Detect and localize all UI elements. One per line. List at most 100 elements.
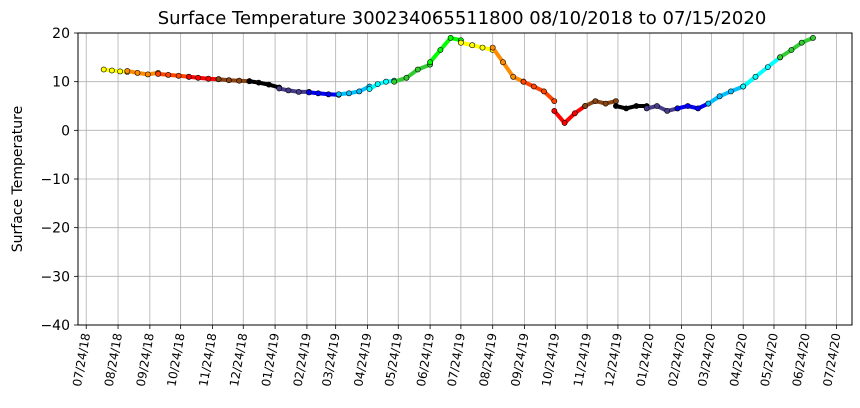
data-point [447,35,454,41]
data-point [788,47,795,53]
data-point [165,72,172,78]
data-series [551,103,588,126]
x-tick-label: 04/24/19 [351,332,374,388]
axis-layer: −40 −30 −20 −10 0 10 20 07/24/18 08/24/18 09/24/1… [40,26,853,388]
data-point [315,90,322,97]
data-point [255,79,262,86]
x-tick-label: 01/24/19 [259,332,282,388]
data-point [134,70,141,76]
series-line [101,67,130,74]
data-point [155,71,161,77]
data-point [571,110,578,117]
data-point [664,108,671,114]
data-series [489,44,527,85]
x-tick-label: 11/24/19 [571,332,594,388]
series-line [675,101,711,111]
data-point [798,39,805,46]
series-line [367,78,397,91]
series-line [458,40,495,52]
data-point [510,73,517,80]
data-point [469,42,476,49]
data-point [276,85,283,92]
data-series [335,83,373,98]
data-point [117,68,123,75]
data-point [100,66,107,73]
data-point [695,105,701,112]
series-line [583,99,618,108]
data-point [592,98,599,104]
data-point [414,66,421,73]
series-line [706,84,746,106]
data-point [356,88,363,95]
data-point [551,108,558,114]
data-point [437,47,444,53]
data-point [530,83,537,90]
series-line [741,55,783,89]
x-tick-label: 04/24/20 [727,332,750,388]
x-tick-label: 05/24/19 [382,332,405,388]
data-point [195,74,201,81]
data-series [427,35,464,66]
data-point [391,78,398,85]
series-line [392,62,433,84]
y-tick-label: −10 [40,172,70,188]
series-line [186,74,221,82]
chart-title: Surface Temperature 300234065511800 08/1… [158,8,767,29]
data-series [777,35,816,61]
data-point [215,76,222,83]
data-point [500,59,506,66]
data-series [155,71,192,80]
x-tick-label: 09/24/18 [134,332,157,388]
data-point [654,103,660,109]
data-point [561,120,568,126]
y-tick-label: −30 [40,269,70,285]
data-point [479,44,486,51]
series-line [336,84,372,97]
data-point [236,77,243,84]
data-point [705,100,712,107]
data-point [175,72,182,79]
data-point [582,103,588,109]
data-point [403,74,410,81]
data-series [391,61,433,85]
data-point [185,73,192,80]
data-point [285,87,292,94]
data-point [752,73,759,80]
data-point [246,78,253,85]
data-point [144,71,151,78]
series-line [778,35,815,60]
data-series [457,39,496,53]
data-point [633,103,640,109]
data-point [489,44,496,51]
data-series [100,66,131,75]
data-point [109,67,115,74]
data-point [740,83,747,90]
data-series [740,54,783,90]
data-point [613,103,619,109]
y-tick-label: 10 [52,75,70,91]
data-layer [100,35,816,126]
x-tick-label: 07/24/18 [70,332,93,388]
data-point [265,81,272,88]
data-point [457,39,464,46]
data-point [602,100,609,107]
y-tick-label: −40 [40,318,70,334]
x-tick-label: 10/24/18 [164,332,187,388]
data-point [716,93,723,100]
data-series [674,100,712,112]
x-tick-label: 03/24/20 [695,332,718,388]
x-tick-label: 10/24/19 [539,332,562,388]
data-point [810,35,816,41]
data-point [764,64,771,70]
data-point [551,98,558,104]
data-point [383,78,389,85]
series-line [552,104,588,125]
data-point [541,88,547,95]
data-point [366,86,373,92]
x-tick-label: 08/24/19 [477,332,500,388]
data-point [520,78,527,85]
x-tick-label: 02/24/20 [665,332,688,388]
series-line [216,77,252,84]
data-point [427,59,433,66]
